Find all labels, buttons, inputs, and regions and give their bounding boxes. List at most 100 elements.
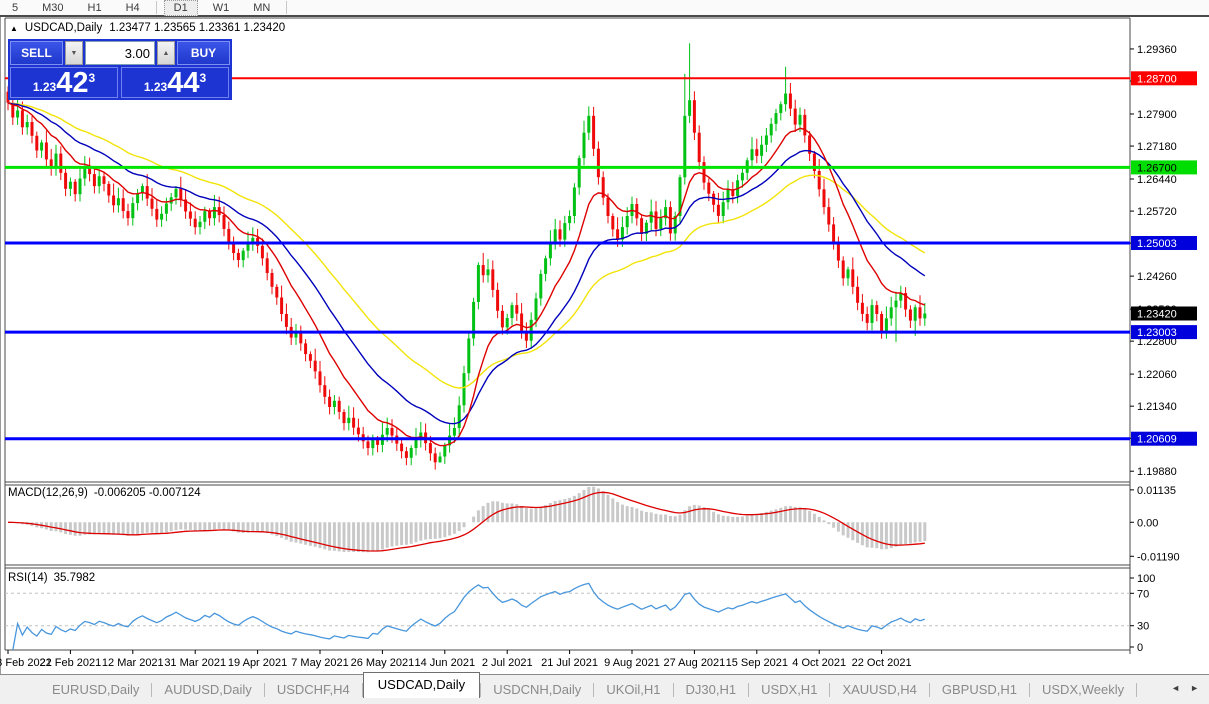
toolbar-separator xyxy=(286,1,288,14)
svg-text:1.26700: 1.26700 xyxy=(1137,162,1177,174)
svg-text:27 Aug 2021: 27 Aug 2021 xyxy=(664,657,726,669)
tab-dj30-h1[interactable]: DJ30,H1 xyxy=(685,682,737,697)
svg-text:1.22800: 1.22800 xyxy=(1137,336,1177,348)
svg-text:1.19880: 1.19880 xyxy=(1137,466,1177,478)
svg-text:30: 30 xyxy=(1137,621,1149,633)
buy-price-sup: 3 xyxy=(199,71,207,85)
chart-collapse-icon[interactable]: ▲ xyxy=(10,23,18,33)
tab-usdchf-h4[interactable]: USDCHF,H4 xyxy=(276,682,350,697)
buy-price-box[interactable]: 1.23 44 3 xyxy=(121,67,229,98)
svg-text:19 Apr 2021: 19 Apr 2021 xyxy=(228,657,287,669)
svg-text:31 Mar 2021: 31 Mar 2021 xyxy=(164,657,226,669)
sell-price-sup: 3 xyxy=(88,71,96,85)
svg-text:22 Oct 2021: 22 Oct 2021 xyxy=(852,657,912,669)
tab-scroll-right-icon[interactable]: ► xyxy=(1190,683,1199,693)
tab-separator xyxy=(1029,682,1030,697)
candles xyxy=(6,43,927,470)
chart-ohlc-values: 1.23477 1.23565 1.23361 1.23420 xyxy=(109,22,286,34)
macd-values: -0.006205 -0.007124 xyxy=(93,487,201,499)
timeframe-button-h4[interactable]: H4 xyxy=(125,1,140,14)
tab-ukoil-h1[interactable]: UKOil,H1 xyxy=(606,682,661,697)
tab-separator xyxy=(748,682,750,697)
toolbar-separator xyxy=(155,1,157,14)
tab-separator xyxy=(151,682,153,697)
svg-text:-0.01190: -0.01190 xyxy=(1137,551,1180,563)
tab-usdcad-daily[interactable]: USDCAD,Daily xyxy=(362,671,481,698)
svg-text:70: 70 xyxy=(1137,588,1149,600)
symbol-tab-bar: EURUSD,Daily AUDUSD,Daily USDCHF,H4 USDCAD,… xyxy=(0,671,1209,704)
macd-pane xyxy=(7,486,927,553)
svg-text:26 May 2021: 26 May 2021 xyxy=(351,657,415,669)
timeframe-toolbar: 5 M30 H1 H4 D1 W1 MN xyxy=(0,0,1209,17)
tab-scroll-arrows: ◄ ► xyxy=(1171,683,1199,693)
svg-text:0: 0 xyxy=(1137,642,1143,654)
tab-usdx-weekly[interactable]: USDX,Weekly xyxy=(1042,682,1125,697)
tab-eurusd-daily[interactable]: EURUSD,Daily xyxy=(52,682,140,697)
svg-text:1.26440: 1.26440 xyxy=(1137,174,1177,186)
timeframe-button-w1[interactable]: W1 xyxy=(212,1,230,14)
tab-separator xyxy=(672,682,674,697)
tab-audusd-daily[interactable]: AUDUSD,Daily xyxy=(164,682,252,697)
svg-text:7 May 2021: 7 May 2021 xyxy=(291,657,348,669)
buy-button[interactable]: BUY xyxy=(177,41,230,65)
tab-separator xyxy=(829,682,831,697)
chart-title: USDCAD,Daily xyxy=(24,22,103,34)
rsi-pane xyxy=(5,582,1130,651)
volume-increase-button[interactable]: ▲ xyxy=(157,41,175,65)
timeframe-button-h1[interactable]: H1 xyxy=(87,1,102,14)
tab-separator xyxy=(263,682,265,697)
svg-text:21 Jul 2021: 21 Jul 2021 xyxy=(541,657,598,669)
tab-usdcnh-daily[interactable]: USDCNH,Daily xyxy=(493,682,582,697)
svg-text:4 Oct 2021: 4 Oct 2021 xyxy=(792,657,846,669)
tab-gbpusd-h1[interactable]: GBPUSD,H1 xyxy=(941,682,1017,697)
tab-scroll-left-icon[interactable]: ◄ xyxy=(1171,683,1181,693)
tab-usdx-h1[interactable]: USDX,H1 xyxy=(761,682,818,697)
tab-separator xyxy=(361,682,363,697)
chart-header: ▲ USDCAD,Daily 1.23477 1.23565 1.23361 1… xyxy=(10,22,285,34)
rsi-name: RSI(14) xyxy=(8,572,48,584)
svg-text:1.25720: 1.25720 xyxy=(1137,206,1177,218)
volume-decrease-button[interactable]: ▼ xyxy=(65,41,83,65)
volume-input[interactable]: 3.00 xyxy=(85,41,155,65)
rsi-indicator-label: RSI(14) 35.7982 xyxy=(8,572,95,584)
rsi-value: 35.7982 xyxy=(53,572,96,584)
svg-text:100: 100 xyxy=(1137,573,1155,585)
svg-text:1.22060: 1.22060 xyxy=(1137,369,1177,381)
buy-price-small: 1.23 xyxy=(143,80,168,94)
svg-text:3 Feb 2021: 3 Feb 2021 xyxy=(0,657,52,669)
svg-text:15 Sep 2021: 15 Sep 2021 xyxy=(726,657,788,669)
tab-xauusd-h4[interactable]: XAUUSD,H4 xyxy=(842,682,917,697)
level-lines xyxy=(5,77,1130,441)
svg-text:12 Mar 2021: 12 Mar 2021 xyxy=(102,657,164,669)
svg-text:1.29360: 1.29360 xyxy=(1137,44,1177,56)
sell-button[interactable]: SELL xyxy=(10,41,63,65)
svg-text:0.00: 0.00 xyxy=(1137,517,1158,529)
svg-text:1.27900: 1.27900 xyxy=(1137,109,1177,121)
tab-separator xyxy=(480,682,482,697)
timeframe-button-d1[interactable]: D1 xyxy=(163,0,198,16)
svg-text:22 Feb 2021: 22 Feb 2021 xyxy=(40,657,102,669)
symbol-tabs: EURUSD,Daily AUDUSD,Daily USDCHF,H4 USDCAD,… xyxy=(40,671,1138,700)
macd-indicator-label: MACD(12,26,9) -0.006205 -0.007124 xyxy=(8,487,201,499)
svg-text:1.21340: 1.21340 xyxy=(1137,401,1177,413)
timeframe-button-mn[interactable]: MN xyxy=(253,1,271,14)
timeframe-button-5[interactable]: 5 xyxy=(12,1,19,14)
sell-price-big: 42 xyxy=(56,66,89,99)
svg-text:1.25003: 1.25003 xyxy=(1137,238,1177,250)
sell-price-small: 1.23 xyxy=(32,80,57,94)
one-click-trading-panel: SELL ▼ 3.00 ▲ BUY 1.23 42 3 1.23 44 3 xyxy=(8,39,232,100)
svg-text:1.27180: 1.27180 xyxy=(1137,141,1177,153)
sell-price-box[interactable]: 1.23 42 3 xyxy=(10,67,118,98)
svg-text:1.28700: 1.28700 xyxy=(1137,73,1177,85)
svg-text:2 Jul 2021: 2 Jul 2021 xyxy=(482,657,533,669)
svg-text:1.24260: 1.24260 xyxy=(1137,271,1177,283)
svg-text:1.23420: 1.23420 xyxy=(1137,309,1177,321)
timeframe-button-m30[interactable]: M30 xyxy=(42,1,64,14)
svg-text:14 Jun 2021: 14 Jun 2021 xyxy=(415,657,476,669)
buy-price-big: 44 xyxy=(167,66,200,99)
svg-text:1.23003: 1.23003 xyxy=(1137,327,1177,339)
svg-text:0.01135: 0.01135 xyxy=(1137,485,1176,497)
